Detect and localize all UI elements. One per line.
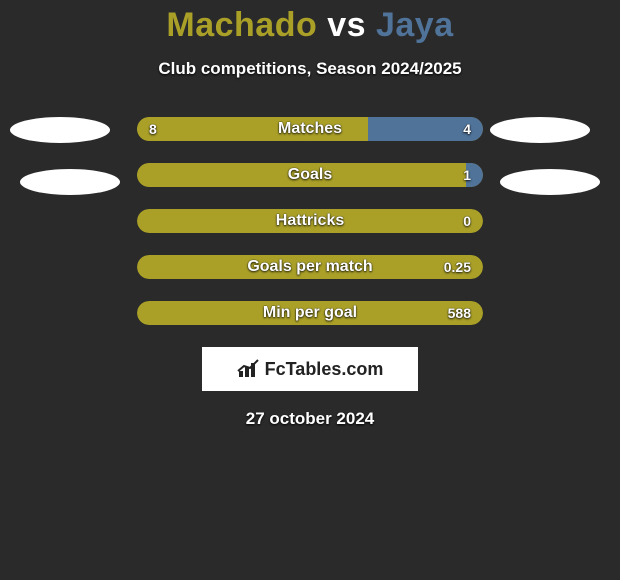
stat-left-value: 8 xyxy=(149,121,157,137)
bar-chart-icon xyxy=(237,359,261,379)
title-part: Machado xyxy=(166,6,317,44)
stat-row: Goals 1 xyxy=(137,163,483,187)
stat-label: Goals xyxy=(288,166,332,184)
right-player-ellipse xyxy=(490,117,590,143)
comparison-bars: Matches 8 4 Goals 1 Hattricks 0 Goals per match… xyxy=(137,117,483,325)
stat-right-value: 1 xyxy=(463,167,471,183)
left-player-ellipse xyxy=(20,169,120,195)
stat-label: Matches xyxy=(278,120,342,138)
title-part: Jaya xyxy=(376,6,454,44)
comparison-title: Machado vs Jaya xyxy=(0,0,620,45)
title-part: vs xyxy=(317,6,376,44)
stat-right-value: 0.25 xyxy=(444,259,471,275)
stat-row: Matches 8 4 xyxy=(137,117,483,141)
stat-right-value: 588 xyxy=(448,305,471,321)
stat-label: Goals per match xyxy=(247,258,372,276)
stat-label: Min per goal xyxy=(263,304,357,322)
right-player-ellipse xyxy=(500,169,600,195)
stat-row: Min per goal 588 xyxy=(137,301,483,325)
stat-right-value: 0 xyxy=(463,213,471,229)
stat-row: Goals per match 0.25 xyxy=(137,255,483,279)
comparison-subtitle: Club competitions, Season 2024/2025 xyxy=(0,45,620,79)
stat-row: Hattricks 0 xyxy=(137,209,483,233)
left-player-ellipse xyxy=(10,117,110,143)
attribution-text: FcTables.com xyxy=(265,359,384,380)
stat-label: Hattricks xyxy=(276,212,344,230)
attribution-badge: FcTables.com xyxy=(202,347,418,391)
date-line: 27 october 2024 xyxy=(0,391,620,429)
stats-area: Matches 8 4 Goals 1 Hattricks 0 Goals per match… xyxy=(0,117,620,325)
stat-right-value: 4 xyxy=(463,121,471,137)
